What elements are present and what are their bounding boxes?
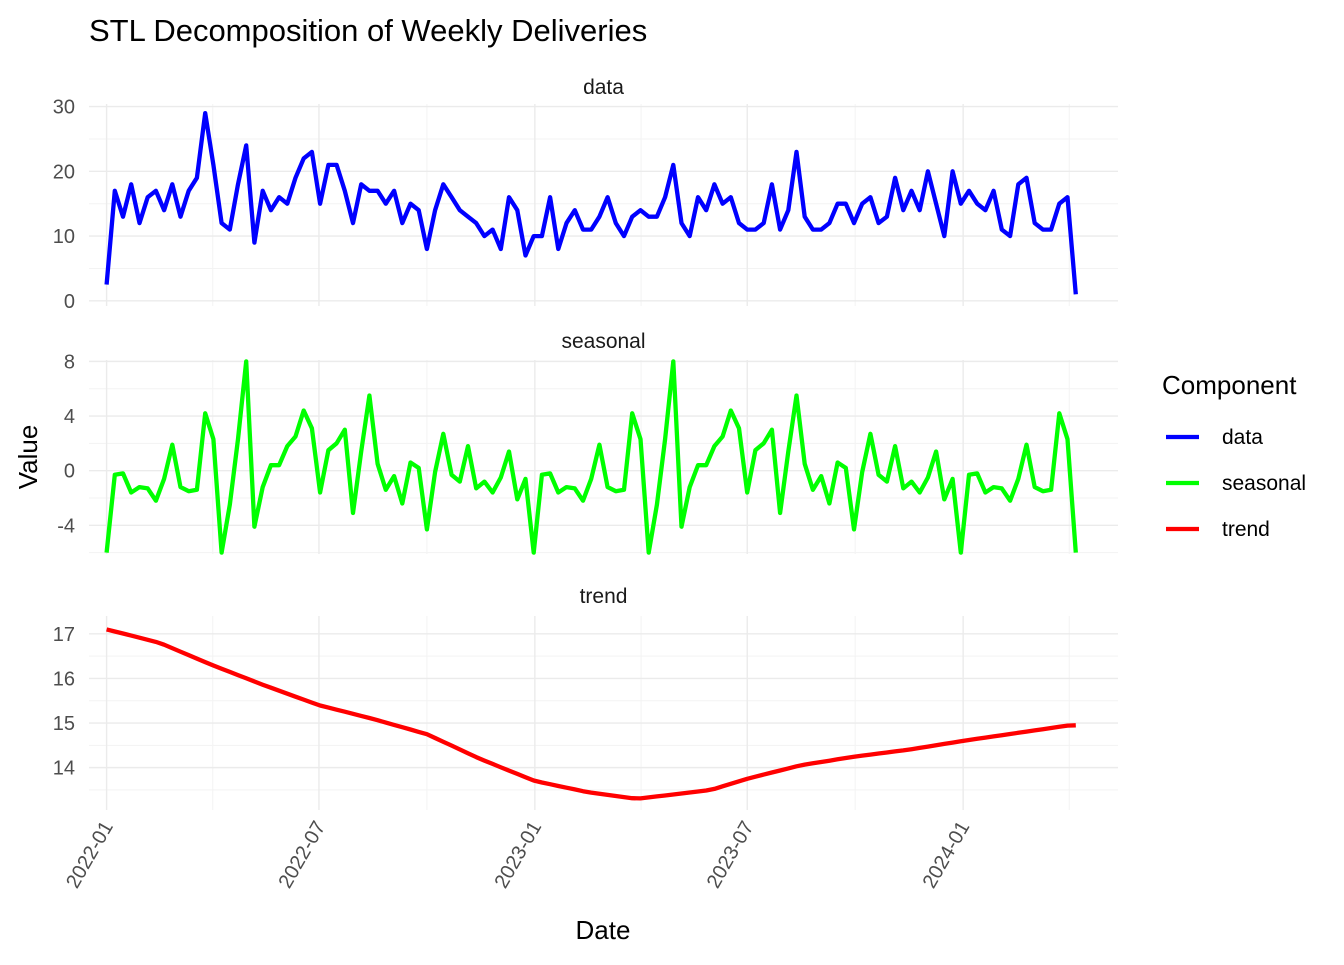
x-tick-label: 2023-07 [703,818,759,893]
x-axis-title: Date [576,915,631,945]
x-axis: 2022-01 2022-07 2023-01 2023-07 2024-01 [62,818,974,893]
y-axis-title: Value [13,425,43,490]
y-tick-label: 4 [64,406,75,428]
legend-label-data: data [1222,426,1263,449]
panel-trend: 14 15 16 17 trend [53,585,1118,810]
legend-label-seasonal: seasonal [1222,472,1306,495]
y-tick-label: 8 [64,351,75,373]
facet-label-seasonal: seasonal [561,330,645,353]
panel-seasonal: -4 0 4 8 seasonal [57,330,1118,555]
y-tick-label: 16 [53,668,75,690]
y-tick-label: 14 [53,758,75,780]
legend: Component data seasonal trend [1162,370,1306,541]
y-tick-label: 30 [53,97,75,119]
y-tick-label: 10 [53,226,75,248]
y-tick-label: 15 [53,713,75,735]
y-tick-label: 0 [64,461,75,483]
y-tick-label: 17 [53,624,75,646]
legend-title: Component [1162,370,1297,400]
x-tick-label: 2024-01 [919,818,975,893]
y-tick-label: -4 [57,515,75,537]
panels-layer: 0 10 20 30 data -4 0 4 8 seasonal 14 15 16 17 trend [53,76,1118,810]
series-line-seasonal [104,359,1078,555]
y-tick-label: 20 [53,161,75,183]
chart-title: STL Decomposition of Weekly Deliveries [89,13,647,48]
legend-label-trend: trend [1222,518,1270,541]
x-tick-label: 2022-07 [275,818,331,893]
series-line-trend [106,627,1076,801]
facet-label-trend: trend [580,585,628,608]
y-tick-label: 0 [64,291,75,313]
x-tick-label: 2022-01 [62,818,118,893]
panel-data: 0 10 20 30 data [53,76,1118,313]
x-tick-label: 2023-01 [490,818,546,893]
series-line-data [104,110,1078,295]
facet-label-data: data [583,76,624,99]
